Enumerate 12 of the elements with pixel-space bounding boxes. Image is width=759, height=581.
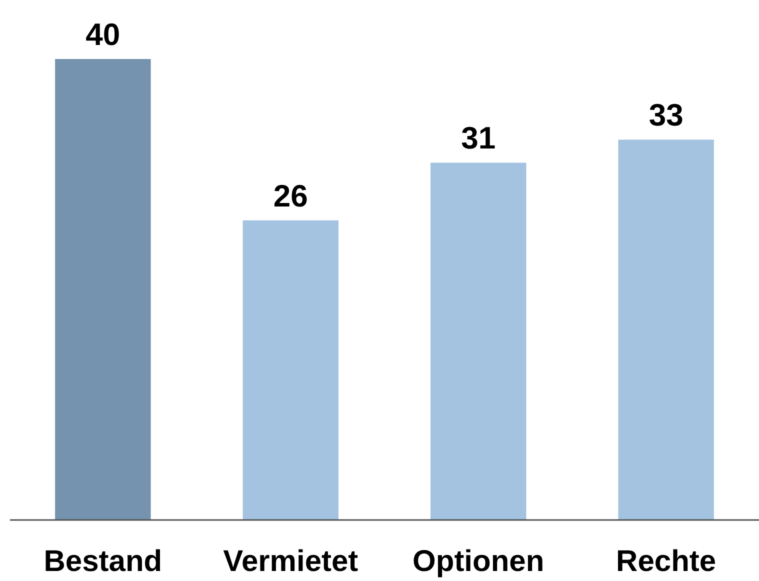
x-tick-label: Optionen	[412, 545, 544, 578]
x-tick-label: Rechte	[616, 545, 716, 578]
x-tick-label: Bestand	[44, 545, 162, 578]
x-tick-label: Vermietet	[223, 545, 358, 578]
bar	[55, 59, 151, 520]
bar	[430, 162, 526, 520]
bar	[618, 140, 714, 520]
data-label: 31	[461, 120, 496, 156]
data-label: 33	[648, 98, 684, 133]
bar	[242, 220, 339, 520]
data-label: 40	[86, 17, 120, 52]
data-label: 26	[273, 178, 308, 214]
